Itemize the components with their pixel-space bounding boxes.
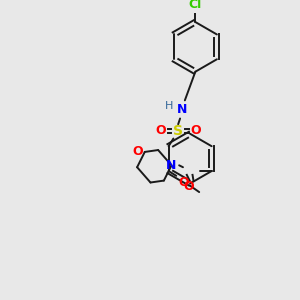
Text: S: S xyxy=(173,124,183,138)
Text: O: O xyxy=(156,124,166,137)
Text: N: N xyxy=(177,103,187,116)
Text: O: O xyxy=(178,176,189,189)
Text: O: O xyxy=(190,124,201,137)
Text: H: H xyxy=(164,101,173,111)
Text: N: N xyxy=(166,159,177,172)
Text: O: O xyxy=(183,180,194,193)
Text: O: O xyxy=(133,146,143,158)
Text: Cl: Cl xyxy=(189,0,202,11)
